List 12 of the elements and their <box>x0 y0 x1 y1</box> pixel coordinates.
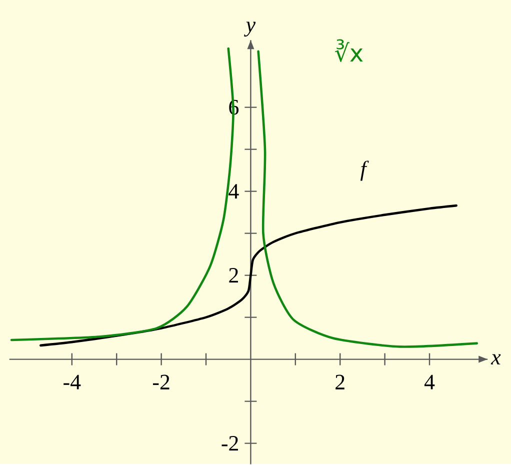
x-tick-label: -4 <box>64 374 81 390</box>
x-tick-label: 4 <box>424 374 435 390</box>
y-tick-label: -2 <box>222 436 238 451</box>
line-series <box>39 204 458 347</box>
y-tick-label: 2 <box>229 268 238 283</box>
annotation: f <box>360 160 369 181</box>
annotation: ∛x <box>334 39 363 62</box>
x-axis-title: x <box>490 354 501 364</box>
y-axis-title: y <box>244 22 256 37</box>
x-tick-label: -2 <box>152 374 170 390</box>
x-tick-label: 2 <box>336 374 344 390</box>
y-tick-label: 4 <box>228 184 239 199</box>
